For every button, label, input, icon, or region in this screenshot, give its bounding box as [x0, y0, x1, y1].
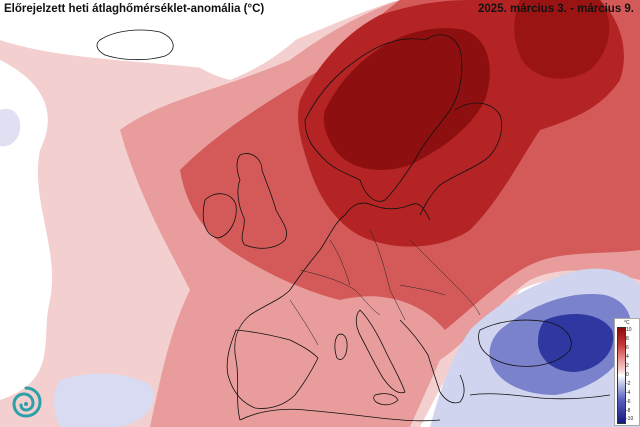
anomaly-zone-cold-strong [538, 314, 614, 372]
coast-britain [236, 153, 287, 249]
anomaly-zone-cold-sw [54, 373, 154, 427]
border-4 [409, 239, 481, 316]
coast-turkey [469, 393, 611, 400]
anomaly-zone-strongest-ne [514, 0, 610, 79]
border-3 [369, 229, 406, 321]
legend-tick-minus-2: -2 [626, 381, 631, 387]
anomaly-zone-neutral-north [150, 0, 330, 80]
coast-iceland [96, 29, 174, 61]
border-5 [399, 284, 446, 296]
border-1 [299, 269, 381, 316]
coast-north-africa [239, 408, 441, 422]
coastlines [96, 29, 611, 422]
legend-tick-0: 0 [626, 372, 629, 378]
anomaly-zone-cold-w [0, 108, 21, 147]
coast-italy [355, 309, 406, 394]
swirl-logo-icon [6, 382, 46, 422]
coast-finland [419, 102, 502, 216]
coast-balkans [399, 319, 465, 404]
coast-iberia [226, 329, 319, 409]
legend-tick-minus-8: -8 [626, 408, 631, 414]
legend-tick-minus-10: -10 [626, 416, 634, 422]
coast-europe-west [234, 202, 431, 421]
coast-black-sea [478, 319, 572, 367]
legend-colorbar [617, 327, 626, 424]
legend-tick-6: 6 [626, 345, 629, 351]
legend-tick-10: 10 [626, 327, 632, 333]
legend-tick-minus-6: -6 [626, 399, 631, 405]
date-range: 2025. március 3. - március 9. [478, 3, 634, 15]
coast-scandinavia [304, 34, 463, 202]
coast-sicily [373, 393, 399, 406]
legend-tick-minus-4: -4 [626, 390, 631, 396]
anomaly-zone-strongest [323, 28, 490, 170]
country-borders [289, 229, 481, 346]
legend-tick-8: 8 [626, 336, 629, 342]
map-title: Előrejelzett heti átlaghőmérséklet-anomá… [4, 3, 265, 15]
anomaly-zone-neutral-west [0, 60, 53, 400]
coast-ireland [202, 193, 237, 239]
color-legend: °C 10 8 6 4 2 0 -2 -4 -6 -8 -10 [614, 318, 640, 426]
border-6 [289, 299, 319, 346]
legend-unit: °C [624, 320, 630, 326]
legend-tick-4: 4 [626, 354, 629, 360]
border-2 [329, 239, 351, 286]
coast-sardinia [334, 333, 348, 360]
legend-tick-2: 2 [626, 363, 629, 369]
